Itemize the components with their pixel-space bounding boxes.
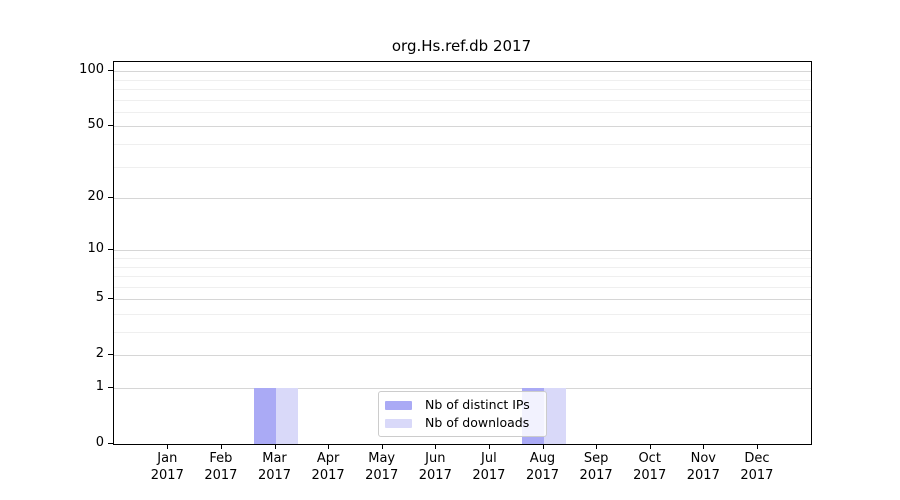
x-axis-tick xyxy=(381,444,383,449)
x-axis-tick xyxy=(488,444,490,449)
gridline-minor xyxy=(114,167,811,168)
legend-label-downloads: Nb of downloads xyxy=(425,415,530,430)
gridline-minor xyxy=(114,267,811,268)
x-axis-tick xyxy=(167,444,169,449)
y-axis-tick xyxy=(108,70,113,71)
x-axis-tick-label: Jul 2017 xyxy=(472,451,506,483)
gridline-major xyxy=(114,388,811,389)
gridline-minor xyxy=(114,89,811,90)
x-axis-tick-label: Nov 2017 xyxy=(686,451,720,483)
gridline-minor xyxy=(114,112,811,113)
y-axis-tick xyxy=(108,298,113,299)
bar-distinct-ips xyxy=(253,388,276,444)
x-axis-tick-label: Aug 2017 xyxy=(525,451,560,483)
gridline-minor xyxy=(114,314,811,315)
gridline-minor xyxy=(114,287,811,288)
y-axis-tick xyxy=(108,443,113,444)
y-axis-tick xyxy=(108,387,113,388)
x-axis-tick xyxy=(328,444,330,449)
x-axis-tick xyxy=(703,444,705,449)
x-axis-tick xyxy=(596,444,598,449)
y-axis-tick-label: 20 xyxy=(87,189,104,205)
y-axis-tick-label: 2 xyxy=(95,346,104,362)
y-axis-tick-label: 100 xyxy=(79,62,104,78)
plot-area: Nb of distinct IPs Nb of downloads xyxy=(113,61,812,445)
gridline-minor xyxy=(114,332,811,333)
gridline-major xyxy=(114,71,811,72)
x-axis-tick xyxy=(542,444,544,449)
x-axis-tick-label: Mar 2017 xyxy=(257,451,292,483)
x-axis-tick-label: Jun 2017 xyxy=(418,451,452,483)
bar-downloads xyxy=(275,388,298,444)
bars-layer xyxy=(114,62,811,444)
gridline-minor xyxy=(114,276,811,277)
gridline-major xyxy=(114,198,811,199)
y-axis-tick-label: 0 xyxy=(95,435,104,450)
gridline-minor xyxy=(114,258,811,259)
x-axis-tick-label: Jan 2017 xyxy=(150,451,184,483)
chart-title: org.Hs.ref.db 2017 xyxy=(391,37,532,55)
x-axis-tick xyxy=(435,444,437,449)
y-axis-tick xyxy=(108,125,113,126)
legend-swatch-downloads xyxy=(385,418,412,428)
x-axis-tick xyxy=(649,444,651,449)
legend: Nb of distinct IPs Nb of downloads xyxy=(378,391,547,437)
x-axis-tick-label: Apr 2017 xyxy=(311,451,345,483)
y-axis-tick xyxy=(108,197,113,198)
gridlines-layer xyxy=(114,62,811,444)
bar-downloads xyxy=(543,388,566,444)
gridline-minor xyxy=(114,144,811,145)
y-axis-tick xyxy=(108,249,113,250)
legend-label-distinct-ips: Nb of distinct IPs xyxy=(425,397,530,412)
x-axis-tick xyxy=(220,444,222,449)
y-axis-tick-label: 1 xyxy=(95,379,104,394)
x-axis-tick-label: Dec 2017 xyxy=(740,451,774,483)
gridline-major xyxy=(114,250,811,251)
gridline-minor xyxy=(114,80,811,81)
x-axis-tick xyxy=(756,444,758,449)
y-axis-tick-label: 50 xyxy=(87,117,104,133)
x-axis-tick-label: Feb 2017 xyxy=(204,451,238,483)
legend-item-distinct-ips: Nb of distinct IPs xyxy=(385,396,538,414)
x-axis-tick xyxy=(274,444,276,449)
gridline-major xyxy=(114,126,811,127)
x-axis-tick-label: Sep 2017 xyxy=(579,451,613,483)
x-axis-tick-label: May 2017 xyxy=(365,451,399,483)
legend-item-downloads: Nb of downloads xyxy=(385,414,538,432)
gridline-major xyxy=(114,299,811,300)
y-axis-tick-label: 10 xyxy=(87,241,104,257)
legend-swatch-distinct-ips xyxy=(385,400,412,410)
gridline-minor xyxy=(114,100,811,101)
y-axis-tick xyxy=(108,354,113,355)
y-axis-tick-label: 5 xyxy=(95,290,104,306)
x-axis-tick-label: Oct 2017 xyxy=(633,451,667,483)
gridline-major xyxy=(114,355,811,356)
